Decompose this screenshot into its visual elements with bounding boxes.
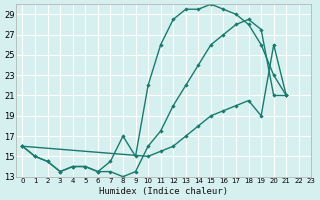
X-axis label: Humidex (Indice chaleur): Humidex (Indice chaleur) [99, 187, 228, 196]
